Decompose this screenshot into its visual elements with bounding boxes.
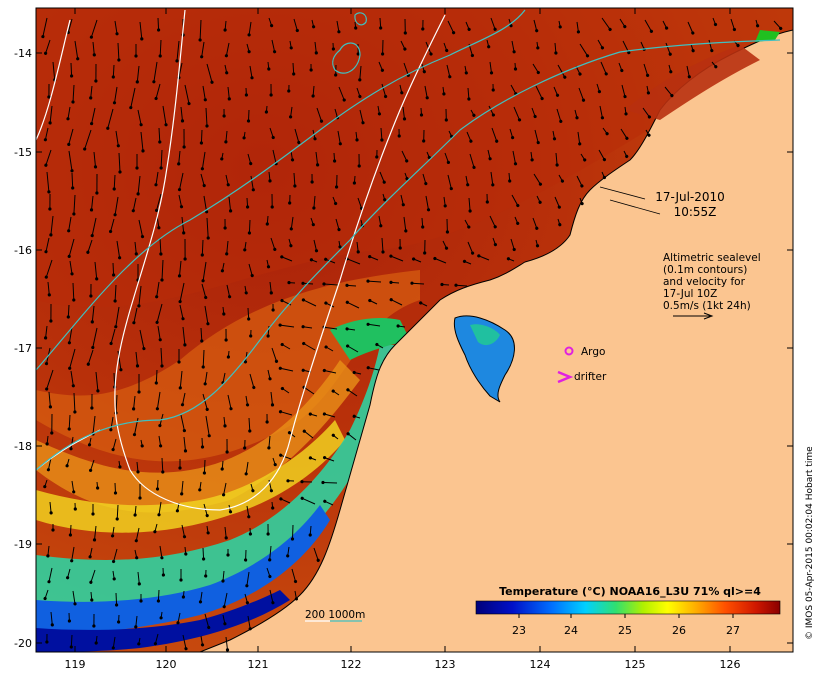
colorbar-tick-label: 25	[618, 624, 632, 637]
map-frame	[35, 7, 794, 653]
lat-tick-label: -18	[14, 440, 32, 453]
drifter-label: drifter	[574, 371, 607, 383]
depth-contour-200m	[35, 9, 781, 471]
colorbar-ramp	[475, 600, 781, 615]
legend-line-4: 17-Jul 10Z	[663, 288, 717, 300]
latitude-axis: -14 -15 -16 -17 -18 -19 -20	[14, 47, 793, 650]
drifter-marker: drifter	[557, 370, 607, 384]
lat-tick-label: -14	[14, 47, 32, 60]
lon-tick-label: 121	[248, 658, 269, 671]
lon-tick-label: 122	[341, 658, 362, 671]
date-label: 17-Jul-2010	[655, 190, 725, 204]
colorbar-tick-label: 26	[672, 624, 686, 637]
argo-label: Argo	[581, 346, 605, 358]
lon-tick-label: 125	[625, 658, 646, 671]
depth-legend: 200 1000m	[305, 609, 365, 622]
argo-marker: Argo	[564, 346, 605, 358]
lon-tick-label: 119	[65, 658, 86, 671]
lon-tick-label: 120	[156, 658, 177, 671]
colorbar: Temperature (°C) NOAA16_L3U 71% ql>=4 23…	[475, 585, 781, 637]
colorbar-title: Temperature (°C) NOAA16_L3U 71% ql>=4	[499, 585, 761, 598]
credit-text: © IMOS 05-Apr-2015 00:02:04 Hobart time	[805, 446, 815, 640]
colorbar-tick-label: 27	[726, 624, 740, 637]
lon-tick-label: 126	[720, 658, 741, 671]
lat-tick-label: -17	[14, 342, 32, 355]
depth-label: 200 1000m	[305, 609, 365, 621]
map-field	[36, 8, 793, 652]
lat-tick-label: -20	[14, 637, 32, 650]
legend-line-2: (0.1m contours)	[663, 264, 747, 276]
time-label: 10:55Z	[674, 205, 717, 219]
lat-tick-label: -15	[14, 146, 32, 159]
drifter-chevron-icon	[557, 370, 574, 384]
legend-line-3: and velocity for	[663, 276, 746, 288]
longitude-axis: 119 120 121 122 123 124 125 126	[65, 8, 741, 671]
lon-tick-label: 123	[435, 658, 456, 671]
colorbar-tick-label: 24	[564, 624, 578, 637]
colorbar-tick-label: 23	[512, 624, 526, 637]
lat-tick-label: -16	[14, 244, 32, 257]
legend-line-1: Altimetric sealevel	[663, 252, 761, 264]
velocity-arrows	[41, 17, 783, 652]
velocity-legend: Altimetric sealevel (0.1m contours) and …	[663, 252, 761, 320]
argo-circle-icon	[564, 346, 574, 356]
legend-line-5: 0.5m/s (1kt 24h)	[663, 300, 751, 312]
lon-tick-label: 124	[530, 658, 551, 671]
lat-tick-label: -19	[14, 538, 32, 551]
